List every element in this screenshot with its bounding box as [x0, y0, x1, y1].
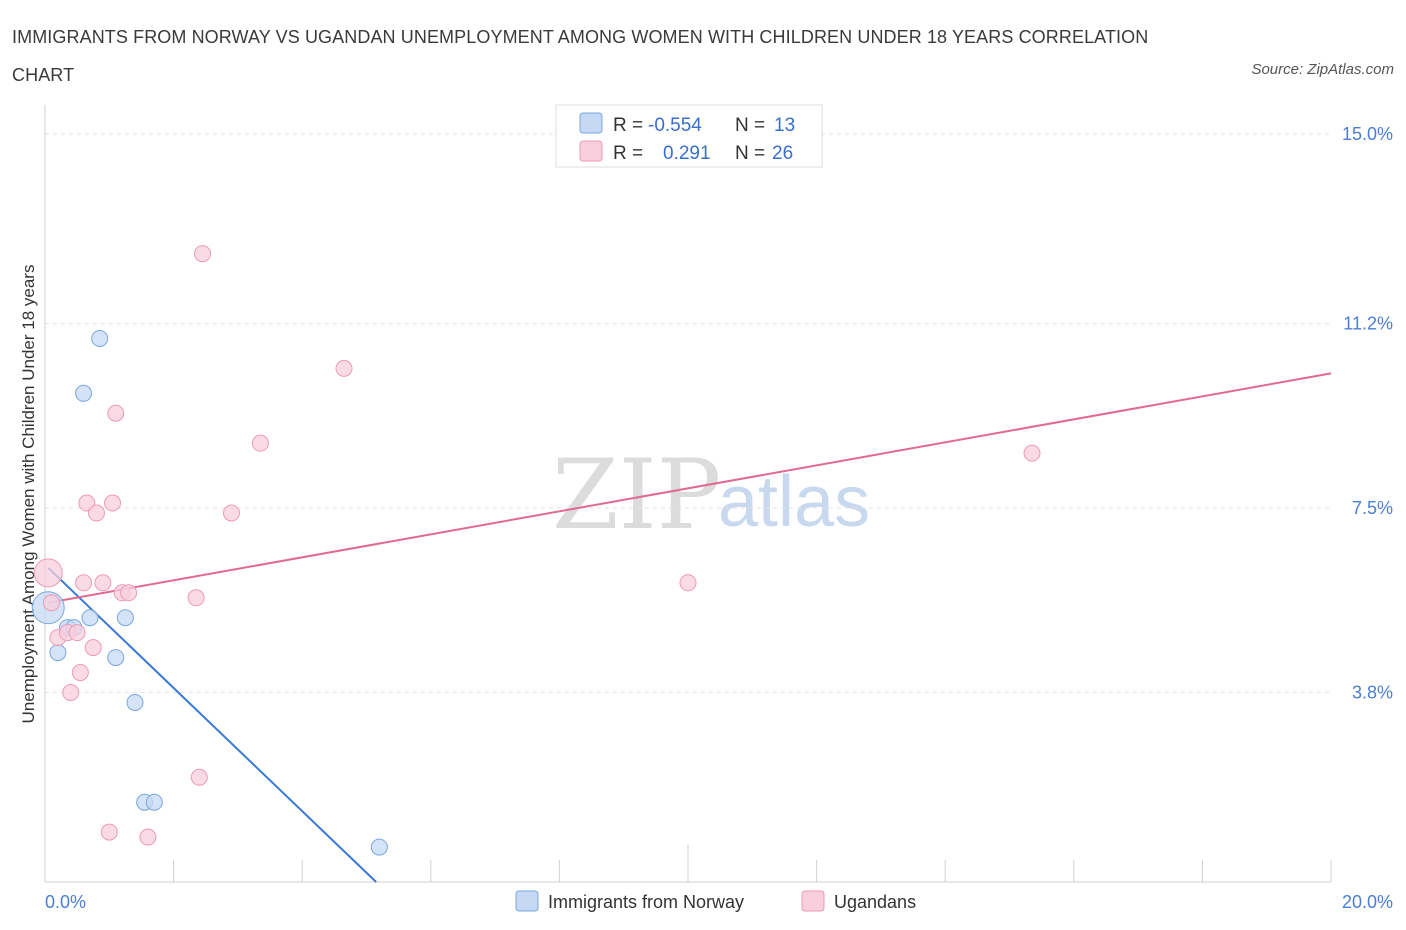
legend-n-label-ugandans: N =	[735, 143, 765, 164]
ugandans-trend-line	[48, 372, 1332, 604]
norway-point	[107, 649, 125, 667]
data-points	[31, 245, 1041, 856]
y-tick-label: 15.0%	[1342, 124, 1393, 144]
legend-n-value-ugandans: 26	[772, 143, 793, 164]
legend-r-value-norway: -0.554	[648, 115, 702, 136]
trend-lines	[47, 372, 1332, 883]
ugandans-point	[335, 359, 353, 377]
norway-point	[49, 644, 67, 662]
chart-title: IMMIGRANTS FROM NORWAY VS UGANDAN UNEMPL…	[12, 27, 1149, 85]
x-axis-ticks	[173, 845, 1332, 882]
ugandans-point	[120, 584, 138, 602]
norway-trend-line	[47, 567, 377, 883]
ugandans-point	[139, 828, 157, 846]
bottom-legend-swatch-ugandans	[801, 890, 825, 912]
y-tick-labels: 3.8% 7.5% 11.2% 15.0%	[1342, 124, 1393, 703]
source-credit: Source: ZipAtlas.com	[1251, 61, 1394, 78]
bottom-legend-swatch-norway	[515, 890, 539, 912]
legend-r-label-norway: R =	[613, 115, 643, 136]
norway-point	[81, 609, 99, 627]
legend-n-label-norway: N =	[735, 115, 765, 136]
ugandans-point	[251, 434, 269, 452]
ugandans-point	[104, 494, 122, 512]
ugandans-point	[33, 558, 63, 588]
ugandans-point	[1023, 444, 1041, 462]
y-tick-label: 3.8%	[1352, 683, 1393, 703]
norway-point	[75, 384, 93, 402]
legend-swatch-ugandans	[579, 140, 603, 162]
ugandans-point	[62, 684, 80, 702]
legend-top: R = -0.554 N = 13 R = 0.291 N = 26	[555, 104, 823, 168]
legend-r-value-ugandans: 0.291	[663, 143, 711, 164]
x-tick-label-max: 20.0%	[1342, 892, 1393, 912]
ugandans-point	[187, 589, 205, 607]
legend-bottom: Immigrants from Norway Ugandans	[515, 890, 916, 912]
norway-point	[126, 693, 144, 711]
ugandans-point	[222, 504, 240, 522]
ugandans-point	[84, 639, 102, 657]
ugandans-point	[75, 574, 93, 592]
norway-point	[145, 793, 163, 811]
ugandans-point	[87, 504, 105, 522]
ugandans-point	[42, 594, 60, 612]
y-tick-label: 7.5%	[1352, 498, 1393, 518]
norway-point	[116, 609, 134, 627]
bottom-legend-label-ugandans: Ugandans	[834, 892, 916, 912]
watermark-zip: ZIP	[552, 439, 721, 551]
legend-r-label-ugandans: R =	[613, 143, 643, 164]
ugandans-point	[679, 574, 697, 592]
ugandans-point	[71, 664, 89, 682]
y-axis-label: Unemployment Among Women with Children U…	[19, 265, 38, 724]
ugandans-point	[194, 245, 212, 263]
y-tick-label: 11.2%	[1343, 313, 1393, 333]
norway-point	[91, 329, 109, 347]
ugandans-point	[100, 823, 118, 841]
legend-swatch-norway	[579, 112, 603, 134]
x-tick-label-min: 0.0%	[45, 892, 86, 912]
watermark-atlas: atlas	[718, 462, 870, 542]
norway-point	[370, 838, 388, 856]
legend-n-value-norway: 13	[774, 115, 795, 136]
ugandans-point	[94, 574, 112, 592]
bottom-legend-label-norway: Immigrants from Norway	[548, 892, 744, 912]
ugandans-point	[68, 624, 86, 642]
ugandans-point	[107, 404, 125, 422]
grid-lines	[45, 133, 1331, 694]
ugandans-point	[190, 768, 208, 786]
